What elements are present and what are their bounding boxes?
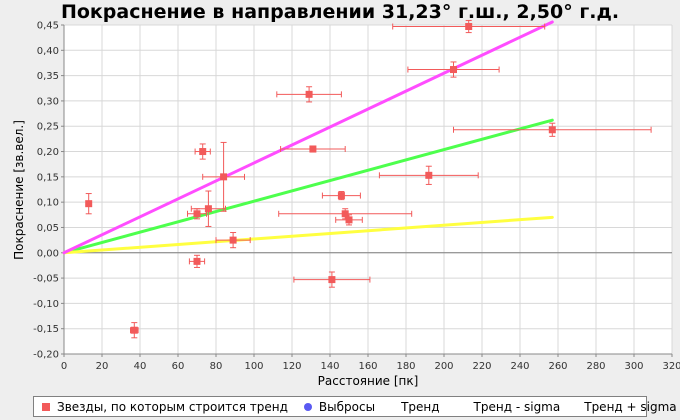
data-point (194, 143, 211, 160)
legend-label-trend-minus: Тренд - sigma (473, 399, 561, 414)
y-axis-label: Покраснение [зв.вел.] (12, 120, 26, 260)
y-tick-label: 0,45 (37, 21, 59, 32)
x-tick-label: 300 (624, 361, 643, 372)
y-tick-label: 0,20 (37, 147, 59, 158)
legend-item-trend-plus: Тренд + sigma (584, 400, 676, 414)
data-points (85, 19, 652, 339)
x-tick-label: 200 (434, 361, 453, 372)
x-tick-label: 40 (134, 361, 147, 372)
y-tick-label: 0,35 (37, 71, 59, 82)
legend-label-trend: Тренд (401, 399, 440, 414)
x-tick-label: 20 (96, 361, 109, 372)
y-tick-label: 0,10 (37, 198, 59, 209)
point-marker (204, 205, 212, 213)
trend-lines (62, 20, 554, 255)
data-point (392, 19, 546, 34)
y-tick-label: 0,00 (37, 248, 59, 259)
legend-item-trend-minus: Тренд - sigma (474, 400, 561, 414)
axes: 0 20 40 60 80 100 120 140 160 180 200 220 240 260 280 3… (33, 21, 680, 373)
y-tick-label: 0,30 (37, 96, 59, 107)
trend-minus-sigma-line (62, 215, 554, 255)
data-point (202, 141, 245, 212)
data-point (321, 191, 361, 201)
legend-item-outliers: Выбросы (303, 399, 376, 414)
x-tick-label: 80 (210, 361, 223, 372)
legend-item-trend: Тренд (401, 400, 439, 414)
x-tick-label: 140 (320, 361, 339, 372)
x-tick-label: 260 (548, 361, 567, 372)
legend-swatch-outliers (303, 402, 312, 411)
point-marker (341, 210, 349, 218)
trend-line (62, 118, 554, 255)
legend-label-outliers: Выбросы (318, 399, 376, 414)
point-marker (130, 326, 138, 334)
y-tick-label: 0,40 (37, 46, 59, 57)
x-tick-label: 280 (586, 361, 605, 372)
x-tick-label: 100 (244, 361, 263, 372)
x-tick-label: 320 (662, 361, 680, 372)
legend-label-trend-plus: Тренд + sigma (584, 399, 677, 414)
point-marker (229, 236, 237, 244)
point-marker (328, 276, 336, 284)
data-point (276, 86, 342, 103)
point-marker (450, 66, 457, 74)
y-tick-label: -0,20 (33, 350, 59, 361)
x-tick-label: 180 (396, 361, 415, 372)
legend: Звезды, по которым строится тренд Выброс… (33, 396, 677, 417)
point-marker (193, 210, 201, 218)
legend-swatch-stars (42, 402, 50, 411)
x-tick-label: 240 (510, 361, 529, 372)
x-axis-label: Расстояние [пк] (318, 374, 419, 388)
legend-label-stars: Звезды, по которым строится тренд (57, 399, 288, 414)
point-marker (305, 90, 313, 98)
chart-canvas: 0 20 40 60 80 100 120 140 160 180 200 220 240 260 280 3… (12, 19, 680, 388)
x-tick-label: 220 (472, 361, 491, 372)
y-tick-label: 0,05 (37, 223, 59, 234)
data-point (335, 214, 363, 226)
point-marker (465, 23, 473, 31)
y-tick-label: -0,05 (33, 274, 59, 285)
point-marker (425, 171, 433, 179)
point-marker (220, 173, 228, 181)
chart-title: Покраснение в направлении 31,23° г.ш., 2… (60, 1, 620, 23)
x-tick-label: 60 (172, 361, 185, 372)
data-point (215, 232, 251, 249)
y-tick-label: 0,25 (37, 122, 59, 133)
data-point (190, 190, 226, 227)
point-marker (85, 200, 93, 208)
point-marker (193, 257, 201, 265)
legend-item-stars: Звезды, по которым строится тренд (42, 400, 288, 414)
y-tick-label: 0,15 (37, 172, 59, 183)
x-tick-label: 120 (282, 361, 301, 372)
x-tick-label: 160 (358, 361, 377, 372)
point-marker (345, 216, 353, 224)
data-point (378, 165, 479, 185)
data-point (130, 322, 139, 339)
y-tick-label: -0,10 (33, 299, 59, 310)
data-point (407, 61, 500, 78)
point-marker (337, 192, 345, 200)
x-tick-label: 0 (61, 361, 67, 372)
point-marker (199, 148, 207, 156)
data-point (85, 193, 93, 215)
data-point (280, 145, 346, 153)
y-tick-label: -0,15 (33, 324, 59, 335)
trend-plus-sigma-line (62, 20, 554, 255)
data-point (293, 271, 371, 288)
data-point (453, 122, 652, 137)
point-marker (548, 126, 556, 134)
data-point (188, 254, 206, 268)
point-marker (309, 145, 317, 153)
